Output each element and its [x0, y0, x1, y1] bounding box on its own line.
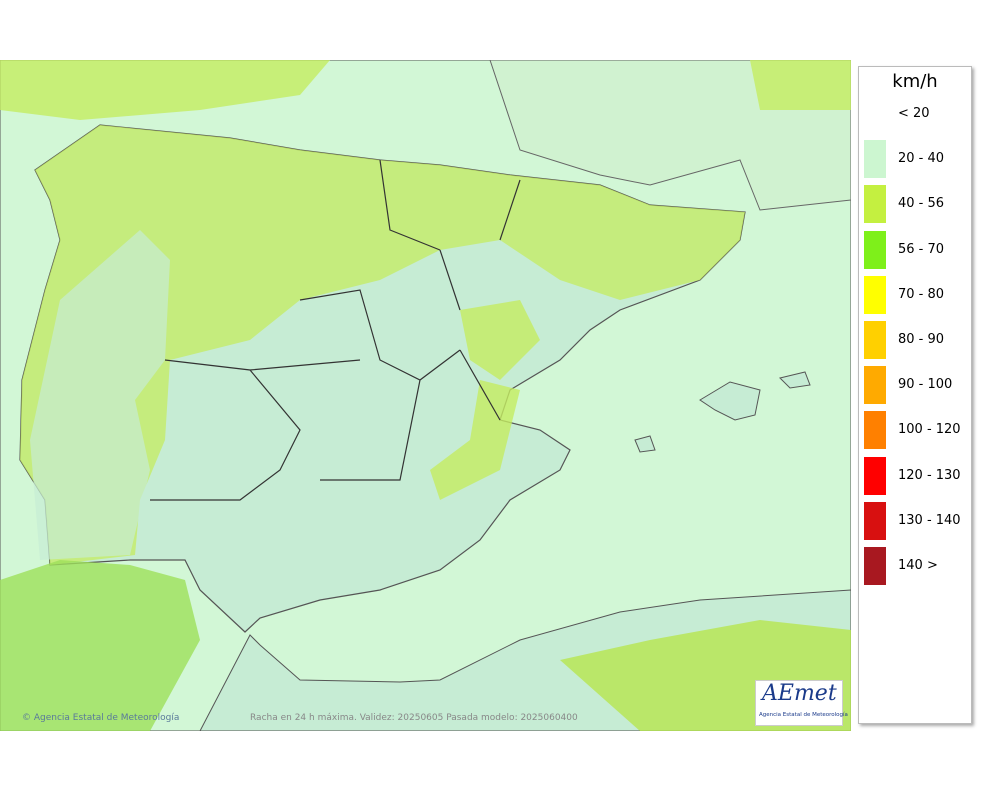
legend-label: 70 - 80 [898, 286, 945, 302]
legend-item: < 20 [864, 95, 969, 133]
logo-word: AEmet [762, 681, 837, 706]
wind-zone [0, 60, 330, 120]
legend-item: 20 - 40 [864, 140, 969, 179]
legend-label: 80 - 90 [898, 332, 945, 347]
legend: km/h < 20 20 - 40 40 - 56 56 - 70 70 - 80 80 … [858, 66, 972, 724]
legend-item: 80 - 90 [864, 321, 969, 359]
legend-swatch [864, 456, 886, 495]
legend-swatch [864, 230, 886, 269]
wind-zone [20, 125, 745, 565]
legend-item: 120 - 130 [864, 456, 969, 495]
legend-item: 130 - 140 [864, 501, 969, 540]
legend-swatch [864, 95, 886, 133]
legend-item: 56 - 70 [864, 230, 969, 269]
legend-swatch [864, 411, 886, 450]
legend-item: 70 - 80 [864, 275, 969, 314]
caption: Racha en 24 h máxima. Validez: 20250605 … [250, 713, 578, 723]
legend-label: 130 - 140 [898, 512, 961, 528]
legend-label: < 20 [898, 106, 930, 121]
wind-zone [750, 60, 851, 110]
legend-swatch [864, 140, 886, 179]
legend-swatch [864, 366, 886, 405]
wind-zone [0, 560, 200, 731]
copyright-text: © Agencia Estatal de Meteorología [22, 713, 180, 723]
legend-title: km/h [892, 71, 938, 92]
wind-zone [30, 230, 170, 560]
legend-item: 90 - 100 [864, 366, 969, 405]
legend-label: 40 - 56 [898, 196, 945, 212]
legend-item: 100 - 120 [864, 411, 969, 450]
islands [634, 371, 811, 453]
legend-label: 90 - 100 [898, 377, 953, 393]
legend-swatch [864, 501, 886, 540]
map [0, 60, 851, 731]
legend-label: 140 > [898, 558, 938, 573]
region-border [150, 159, 521, 501]
legend-item: 140 > [864, 547, 969, 585]
legend-item: 40 - 56 [864, 185, 969, 224]
legend-label: 20 - 40 [898, 151, 945, 167]
wind-zone [430, 300, 540, 500]
logo-subtitle: Agencia Estatal de Meteorología [759, 712, 848, 718]
legend-swatch [864, 321, 886, 359]
legend-swatch [864, 547, 886, 585]
legend-label: 100 - 120 [898, 422, 961, 438]
legend-swatch [864, 185, 886, 224]
logo: AEmet Agencia Estatal de Meteorología [755, 680, 848, 726]
legend-label: 56 - 70 [898, 241, 945, 257]
legend-swatch [864, 275, 886, 314]
legend-label: 120 - 130 [898, 467, 961, 483]
